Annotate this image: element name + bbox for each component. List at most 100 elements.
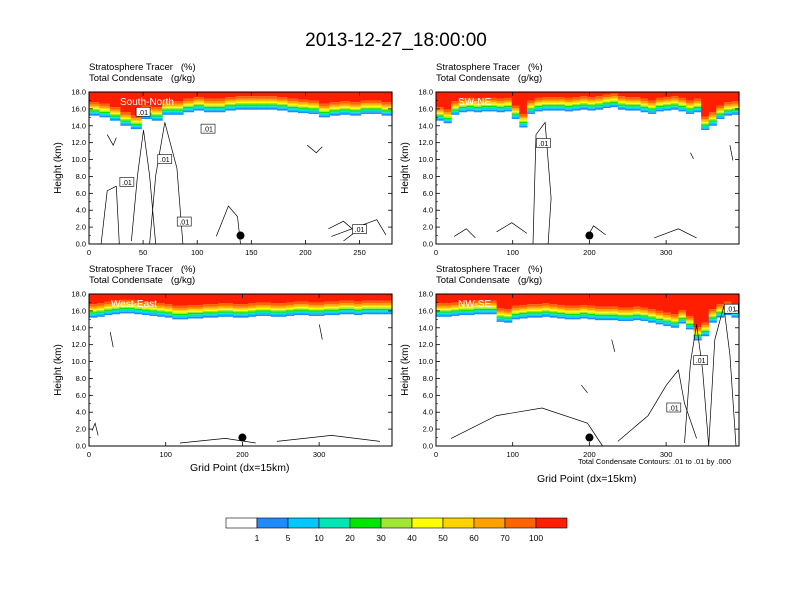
tracer-band-cell — [489, 294, 498, 301]
tracer-band-cell — [134, 300, 143, 304]
tracer-band-cell — [297, 102, 310, 104]
tracer-band-cell — [655, 108, 664, 110]
tracer-band-cell — [640, 98, 649, 102]
tracer-band-cell — [504, 294, 513, 310]
y-tick-label: 14.0 — [418, 323, 433, 332]
condensate-contour — [91, 422, 99, 436]
tracer-band-cell — [496, 315, 505, 317]
contour-label: .01 — [539, 141, 549, 148]
tracer-band-cell — [323, 305, 332, 308]
tracer-band-cell — [193, 102, 205, 104]
tracer-band-cell — [436, 115, 445, 117]
tracer-band-cell — [723, 92, 733, 103]
tracer-band-cell — [109, 109, 121, 112]
tracer-band-cell — [587, 313, 596, 316]
tracer-band-cell — [210, 306, 219, 309]
tracer-band-cell — [542, 311, 551, 313]
tracer-band-cell — [297, 106, 310, 108]
tracer-band-cell — [587, 101, 596, 103]
tracer-band-cell — [519, 310, 528, 312]
colorbar: 1 5 10 20 30 40 50 60 70 100 — [225, 517, 568, 543]
tracer-band-cell — [663, 107, 672, 109]
tracer-band-cell — [451, 307, 460, 310]
tracer-band-cell — [648, 109, 657, 111]
tracer-band-cell — [149, 304, 158, 307]
tracer-band-cell — [109, 117, 121, 120]
y-tick-label: 12.0 — [418, 138, 433, 147]
tracer-band-cell — [564, 310, 573, 312]
tracer-band-cell — [731, 314, 740, 316]
tracer-band-cell — [511, 117, 520, 120]
tracer-band-cell — [277, 101, 289, 103]
tracer-band-cell — [511, 105, 520, 109]
tracer-band-cell — [648, 314, 657, 316]
tracer-band-cell — [458, 105, 467, 107]
tracer-band-cell — [663, 106, 672, 108]
tracer-band-cell — [549, 309, 558, 311]
tracer-band-cell — [534, 109, 543, 112]
tracer-band-cell — [632, 107, 642, 109]
tracer-band-cell — [610, 99, 619, 101]
tracer-band-cell — [338, 306, 348, 308]
tracer-band-cell — [602, 318, 611, 321]
tracer-band-cell — [451, 92, 460, 102]
tracer-band-cell — [293, 309, 302, 311]
tracer-band-cell — [193, 106, 205, 108]
tracer-band-cell — [723, 108, 733, 111]
tracer-band-cell — [381, 111, 393, 113]
tracer-band-cell — [89, 304, 98, 307]
tracer-band-cell — [245, 100, 257, 102]
tracer-band-cell — [287, 106, 299, 109]
tracer-band-cell — [179, 294, 189, 306]
tracer-band-cell — [602, 92, 611, 95]
tracer-band-cell — [602, 313, 611, 315]
tracer-band-cell — [316, 304, 325, 307]
tracer-band-cell — [526, 100, 536, 103]
tracer-band-cell — [557, 102, 566, 104]
condensate-contour — [331, 219, 387, 237]
tracer-band-cell — [663, 99, 672, 102]
tracer-band-cell — [149, 314, 158, 316]
tracer-band-cell — [443, 312, 452, 314]
tracer-band-cell — [270, 312, 279, 314]
chart-south-north: .01.01.01.01.01.01South-North0.02.04.06.… — [53, 88, 393, 257]
tracer-band-cell — [119, 309, 128, 311]
x-tick-label: 0 — [434, 450, 438, 459]
tracer-band-cell — [331, 304, 340, 306]
tracer-band-cell — [693, 92, 702, 99]
tracer-band-cell — [526, 310, 536, 313]
tracer-band-cell — [346, 300, 355, 304]
page-title: 2013-12-27_18:00:00 — [305, 30, 487, 51]
tracer-band-cell — [496, 92, 505, 99]
tracer-band-cell — [458, 301, 467, 305]
tracer-band-cell — [723, 106, 733, 108]
tracer-band-cell — [655, 97, 664, 101]
tracer-band-cell — [193, 92, 205, 98]
tracer-band-cell — [519, 119, 528, 121]
tracer-band-cell — [329, 111, 341, 113]
colorbar-label: 30 — [376, 533, 386, 543]
tracer-band-cell — [443, 112, 452, 114]
tracer-band-cell — [534, 315, 543, 318]
tracer-band-cell — [297, 110, 310, 112]
tracer-band-cell — [111, 307, 120, 309]
tracer-band-cell — [308, 304, 317, 307]
tracer-band-cell — [519, 316, 528, 319]
tracer-band-cell — [625, 310, 634, 312]
tracer-band-cell — [602, 317, 611, 319]
tracer-band-cell — [625, 102, 634, 104]
tracer-band-cell — [157, 315, 166, 317]
tracer-band-cell — [625, 307, 634, 311]
tracer-band-cell — [354, 309, 363, 311]
tracer-band-cell — [572, 317, 581, 320]
tracer-band-cell — [360, 107, 372, 109]
tracer-band-cell — [151, 92, 163, 108]
tracer-band-cell — [557, 314, 566, 316]
tracer-band-cell — [632, 97, 642, 100]
tracer-band-cell — [701, 322, 710, 326]
tracer-band-cell — [640, 314, 649, 316]
tracer-band-cell — [151, 116, 163, 118]
tracer-band-cell — [481, 102, 490, 104]
tracer-band-cell — [526, 109, 536, 111]
tracer-band-cell — [685, 294, 695, 316]
